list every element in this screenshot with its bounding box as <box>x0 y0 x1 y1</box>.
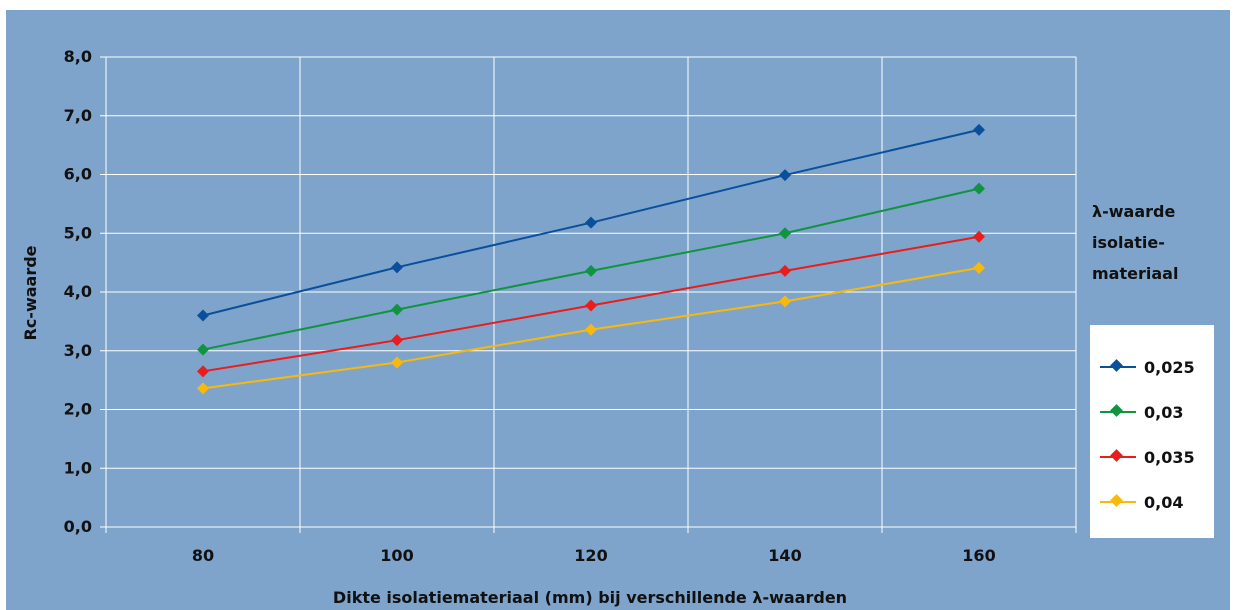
y-tick-label: 5,0 <box>64 223 92 242</box>
data-point <box>973 123 985 136</box>
data-point <box>391 261 403 274</box>
y-tick-label: 8,0 <box>64 47 92 66</box>
y-axis-label: Rc-waarde <box>21 245 40 340</box>
horizontal-gridlines <box>100 56 1076 528</box>
x-tick-label: 140 <box>768 546 801 565</box>
legend-title-line-3: materiaal <box>1092 264 1179 283</box>
legend-title-line-1: λ-waarde <box>1092 202 1176 221</box>
data-point <box>973 182 985 195</box>
data-point <box>585 264 597 277</box>
legend-label: 0,025 <box>1144 357 1195 377</box>
y-tick-labels: 0,0 1,0 2,0 3,0 4,0 5,0 6,0 7,0 8,0 <box>64 47 92 536</box>
legend-item-004: 0,04 <box>1100 490 1220 514</box>
legend-label: 0,03 <box>1144 402 1184 422</box>
data-point <box>973 230 985 243</box>
legend-swatch-0035 <box>1100 445 1144 469</box>
legend-item-0025: 0,025 <box>1100 355 1220 379</box>
data-point <box>779 295 791 308</box>
data-point <box>197 382 209 395</box>
data-point <box>585 323 597 336</box>
series-2 <box>197 230 985 378</box>
legend-swatch-004 <box>1100 490 1144 514</box>
data-point <box>197 309 209 322</box>
chart-background <box>6 10 1230 610</box>
data-point <box>197 365 209 378</box>
data-point <box>779 264 791 277</box>
legend-item-003: 0,03 <box>1100 400 1220 424</box>
legend-item-0035: 0,035 <box>1100 445 1220 469</box>
legend-swatch-003 <box>1100 400 1144 424</box>
x-tick-labels: 80 100 120 140 160 <box>192 546 996 565</box>
vertical-gridlines <box>105 57 1077 533</box>
y-tick-label: 3,0 <box>64 341 92 360</box>
data-point <box>197 343 209 356</box>
y-tick-label: 4,0 <box>64 282 92 301</box>
data-point <box>779 227 791 240</box>
x-tick-label: 120 <box>574 546 607 565</box>
data-point <box>779 169 791 182</box>
y-tick-label: 2,0 <box>64 400 92 419</box>
x-tick-label: 100 <box>380 546 413 565</box>
y-tick-label: 7,0 <box>64 106 92 125</box>
y-tick-label: 1,0 <box>64 458 92 477</box>
x-tick-label: 160 <box>962 546 995 565</box>
legend-label: 0,035 <box>1144 447 1195 467</box>
x-axis-label: Dikte isolatiemateriaal (mm) bij verschi… <box>333 588 847 607</box>
legend-label: 0,04 <box>1144 492 1184 512</box>
legend-title: λ-waarde isolatie- materiaal <box>1092 196 1232 289</box>
data-point <box>391 303 403 316</box>
x-tick-label: 80 <box>192 546 214 565</box>
legend-swatch-0025 <box>1100 355 1144 379</box>
series-0 <box>197 123 985 322</box>
y-tick-label: 0,0 <box>64 517 92 536</box>
series-1 <box>197 182 985 356</box>
data-point <box>973 261 985 274</box>
data-point <box>391 334 403 347</box>
y-tick-label: 6,0 <box>64 165 92 184</box>
series-3 <box>197 261 985 395</box>
series-lines <box>197 123 985 395</box>
legend-title-line-2: isolatie- <box>1092 233 1165 252</box>
data-point <box>585 216 597 229</box>
data-point <box>585 299 597 312</box>
data-point <box>391 356 403 369</box>
